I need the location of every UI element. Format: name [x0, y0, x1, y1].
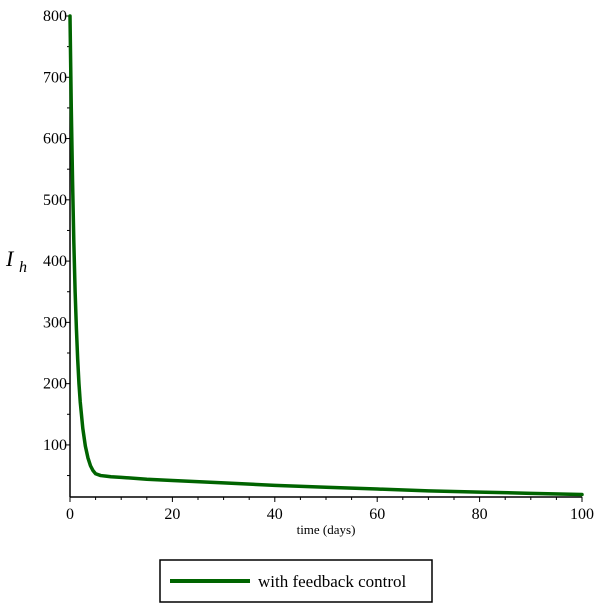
y-tick-label-300: 300 — [43, 314, 67, 331]
series-line-0 — [68, 14, 584, 497]
y-axis-label-main: I — [5, 246, 15, 271]
legend-entry-with-feedback-control: with feedback control — [258, 572, 406, 591]
x-axis-label: time (days) — [297, 522, 356, 537]
y-axis-label-subscript: h — [19, 259, 27, 276]
y-axis-label: I h — [5, 246, 27, 276]
y-tick-label-700: 700 — [43, 69, 67, 86]
x-tick-label-20: 20 — [164, 506, 180, 523]
x-tick-label-0: 0 — [66, 506, 74, 523]
x-tick-label-100: 100 — [570, 506, 594, 523]
y-tick-label-600: 600 — [43, 131, 67, 148]
x-tick-label-80: 80 — [472, 506, 488, 523]
y-tick-label-500: 500 — [43, 192, 67, 209]
y-tick-label-400: 400 — [43, 253, 67, 270]
x-tick-label-40: 40 — [267, 506, 283, 523]
y-tick-label-200: 200 — [43, 376, 67, 393]
x-tick-label-60: 60 — [369, 506, 385, 523]
y-tick-label-100: 100 — [43, 437, 67, 454]
y-tick-label-800: 800 — [43, 8, 67, 25]
plot-area: 0 20 40 60 80 100 100 200 300 400 500 600 700 800 — [43, 8, 594, 523]
legend: with feedback control — [159, 559, 433, 603]
